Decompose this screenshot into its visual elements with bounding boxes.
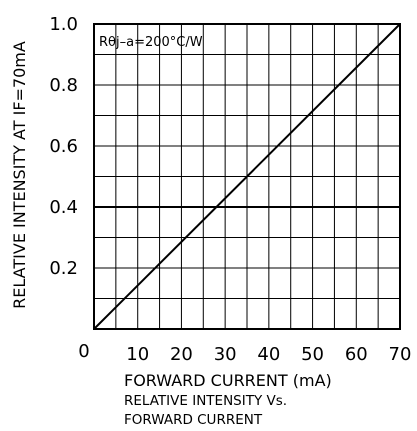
y-tick-label: 0.6: [49, 136, 78, 157]
caption-line-1: RELATIVE INTENSITY Vs.: [124, 393, 287, 409]
plot-frame: [93, 23, 401, 330]
y-tick-labels: 0.2 0.4 0.6 0.8 1.0: [49, 14, 78, 279]
caption-line-2: FORWARD CURRENT: [124, 412, 263, 428]
x-axis-label: FORWARD CURRENT (mA): [124, 371, 332, 390]
series-line: [93, 23, 401, 330]
y-tick-label: 0.8: [49, 75, 78, 96]
y-tick-label: 0.2: [49, 258, 78, 279]
annotation-thermal-resistance: Rθj–a=200°C/W: [99, 35, 203, 50]
y-tick-label: 0.4: [49, 197, 78, 218]
x-tick-label: 40: [257, 344, 280, 365]
y-axis-label: RELATIVE INTENSITY AT IF=70mA: [10, 41, 29, 309]
x-tick-label: 60: [345, 344, 368, 365]
x-tick-label: 20: [170, 344, 193, 365]
x-tick-label: 10: [126, 344, 149, 365]
series-group: [93, 23, 401, 330]
x-tick-label: 70: [389, 344, 412, 365]
x-tick-label: 30: [214, 344, 237, 365]
y-tick-label: 1.0: [49, 14, 78, 35]
x-tick-labels: 0 10 20 30 40 50 60 70: [78, 341, 411, 365]
x-tick-label: 0: [78, 341, 89, 362]
x-tick-label: 50: [301, 344, 324, 365]
